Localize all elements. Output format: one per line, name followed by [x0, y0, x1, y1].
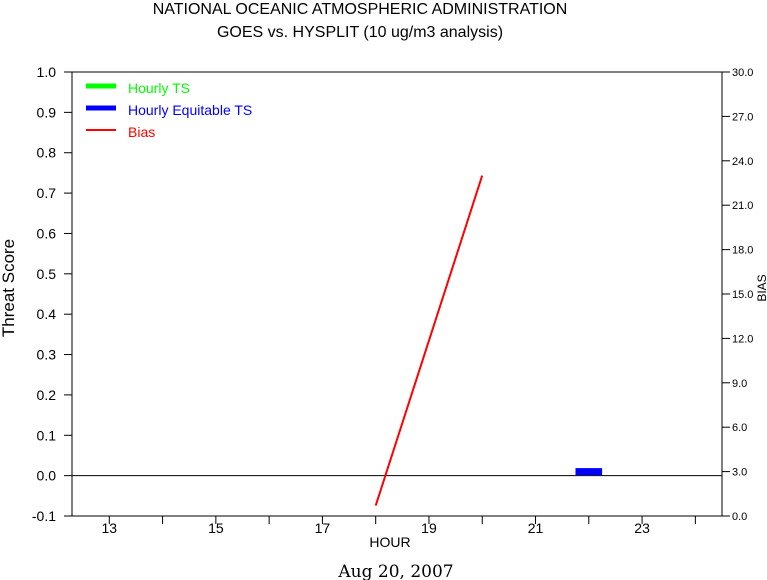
y2-tick-label: 12.0: [732, 333, 753, 345]
legend-label: Hourly Equitable TS: [128, 102, 252, 118]
y-tick-label: 0.5: [37, 266, 57, 282]
x-tick-label: 23: [634, 520, 650, 536]
y-tick-label: 0.4: [37, 306, 57, 322]
plot-area: -0.1 0.0 0.1 0.2 0.3 0.4 0.5 0.6 0.7 0.8 0.9 1.0 0.…: [32, 64, 754, 536]
y2-tick-label: 15.0: [732, 289, 753, 301]
y-tick-label: 0.0: [37, 468, 57, 484]
x-tick-label: 15: [208, 520, 224, 536]
chart-subtitle: GOES vs. HYSPLIT (10 ug/m3 analysis): [217, 24, 503, 41]
y-tick-label: -0.1: [32, 508, 56, 524]
y-tick-label: 0.3: [37, 347, 57, 363]
right-axis: 0.0 3.0 6.0 9.0 12.0 15.0 18.0 21.0 24.0 27.0 30.0: [722, 67, 753, 523]
series-line-bias: [374, 175, 484, 506]
y-tick-label: 0.2: [37, 387, 57, 403]
x-tick-label: 21: [528, 520, 544, 536]
y2-axis-label: BIAS: [755, 274, 767, 301]
date-label: Aug 20, 2007: [337, 562, 453, 580]
y-tick-label: 0.7: [37, 185, 57, 201]
y2-tick-label: 30.0: [732, 67, 753, 79]
y-tick-label: 0.6: [37, 225, 57, 241]
y-tick-label: 0.1: [37, 427, 57, 443]
y2-tick-label: 24.0: [732, 156, 753, 168]
y2-tick-label: 18.0: [732, 245, 753, 257]
x-axis: 13 15 17 19 21 23: [102, 516, 696, 536]
left-axis: -0.1 0.0 0.1 0.2 0.3 0.4 0.5 0.6 0.7 0.8 0.9 1.0: [32, 64, 72, 524]
plot-frame: [71, 71, 723, 517]
x-tick-label: 13: [102, 520, 118, 536]
y-axis-label: Threat Score: [0, 239, 18, 337]
legend-label: Bias: [128, 124, 155, 140]
series-layer: [374, 175, 603, 506]
x-tick-label: 19: [421, 520, 437, 536]
y2-tick-label: 6.0: [732, 422, 747, 434]
y2-tick-label: 27.0: [732, 111, 753, 123]
y2-tick-label: 21.0: [732, 200, 753, 212]
legend: Hourly TS Hourly Equitable TS Bias: [86, 80, 252, 140]
chart-title: NATIONAL OCEANIC ATMOSPHERIC ADMINISTRAT…: [153, 1, 568, 18]
y-tick-label: 0.8: [37, 145, 57, 161]
y-tick-label: 1.0: [37, 64, 57, 80]
x-axis-label: HOUR: [369, 534, 410, 550]
y-tick-label: 0.9: [37, 104, 57, 120]
y2-tick-label: 0.0: [732, 511, 747, 523]
legend-label: Hourly TS: [128, 80, 190, 96]
y2-tick-label: 3.0: [732, 467, 747, 479]
x-tick-label: 17: [315, 520, 331, 536]
y2-tick-label: 9.0: [732, 378, 747, 390]
